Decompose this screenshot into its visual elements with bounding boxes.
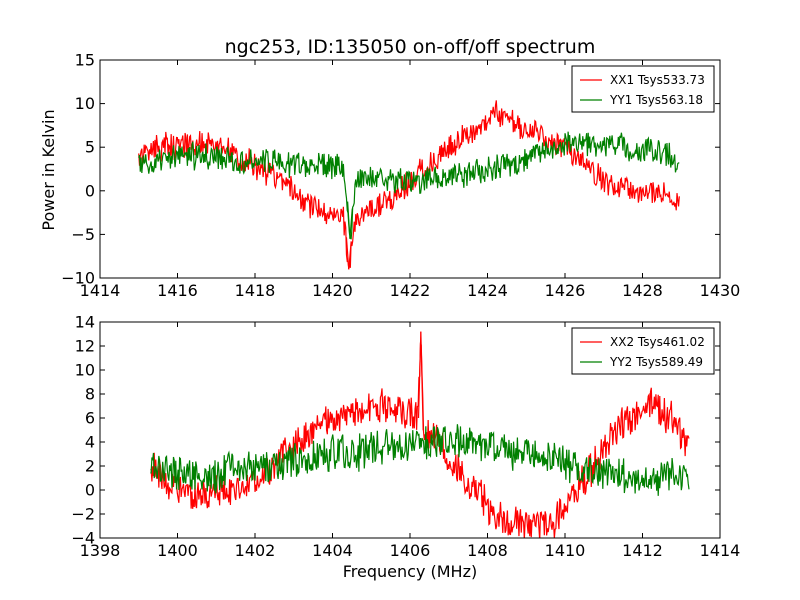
bottom-y-tick-label-2: 0 xyxy=(85,481,95,500)
bottom-y-tick-label-1: −2 xyxy=(71,505,95,524)
bottom-x-tick-label-2: 1402 xyxy=(235,541,276,560)
top-x-tick-label-1: 1416 xyxy=(157,281,198,300)
top-series-1-spike-1 xyxy=(345,237,350,270)
top-x-tick-label-0: 1414 xyxy=(80,281,121,300)
top-x-tick-label-4: 1422 xyxy=(390,281,431,300)
top-series-2-spike-down-1 xyxy=(349,208,353,239)
top-chart-plot-area: 1414 1416 1418 1420 1422 1424 1426 1428 1430 −10 −… xyxy=(61,51,740,301)
bottom-y-tick-label-4: 4 xyxy=(85,433,95,452)
bottom-x-tick-label-1: 1400 xyxy=(157,541,198,560)
top-y-tick-label-5: 15 xyxy=(75,51,95,70)
bottom-y-tick-label-0: −4 xyxy=(71,529,95,548)
top-x-tick-label-8: 1430 xyxy=(700,281,741,300)
top-x-tick-label-2: 1418 xyxy=(235,281,276,300)
bottom-y-tick-label-9: 14 xyxy=(75,313,95,332)
bottom-x-tick-label-4: 1406 xyxy=(390,541,431,560)
top-series-1-spike-down-1 xyxy=(348,242,352,270)
top-legend-label-1: XX1 Tsys533.73 xyxy=(610,73,705,87)
bottom-series-1-spike-1 xyxy=(417,331,422,419)
top-chart-title: ngc253, ID:135050 on-off/off spectrum xyxy=(225,36,596,58)
top-legend-box xyxy=(571,65,715,113)
top-x-tick-label-5: 1424 xyxy=(467,281,508,300)
bottom-chart-plot-area: 1398 1400 1402 1404 1406 1408 1410 1412 1414−4−2… xyxy=(71,313,740,561)
top-x-tick-label-7: 1428 xyxy=(622,281,663,300)
bottom-x-tick-label-5: 1408 xyxy=(467,541,508,560)
bottom-x-axis-label: Frequency (MHz) xyxy=(343,562,477,581)
top-y-axis-label: Power in Kelvin xyxy=(39,109,58,230)
bottom-series-1-spike-down-1 xyxy=(420,331,424,431)
bottom-legend-label-1: XX2 Tsys461.02 xyxy=(610,335,705,349)
top-series-2-line xyxy=(138,131,680,240)
bottom-y-tick-label-3: 2 xyxy=(85,457,95,476)
bottom-x-tick-label-3: 1404 xyxy=(312,541,353,560)
bottom-legend-label-2: YY2 Tsys589.49 xyxy=(609,355,703,369)
bottom-x-tick-label-8: 1414 xyxy=(700,541,741,560)
top-legend-label-2: YY1 Tsys563.18 xyxy=(609,93,703,107)
bottom-x-tick-label-7: 1412 xyxy=(622,541,663,560)
top-y-tick-label-2: 0 xyxy=(85,181,95,200)
top-x-tick-label-6: 1426 xyxy=(545,281,586,300)
bottom-x-tick-label-6: 1410 xyxy=(545,541,586,560)
top-y-tick-label-3: 5 xyxy=(85,138,95,157)
top-y-tick-label-1: −5 xyxy=(71,225,95,244)
top-y-tick-label-4: 10 xyxy=(75,94,95,113)
bottom-y-tick-label-5: 6 xyxy=(85,409,95,428)
bottom-y-tick-label-8: 12 xyxy=(75,337,95,356)
bottom-series-2-line xyxy=(150,424,690,496)
bottom-y-tick-label-6: 8 xyxy=(85,385,95,404)
bottom-legend-box xyxy=(571,327,715,375)
top-y-tick-label-0: −10 xyxy=(61,269,95,288)
bottom-x-tick-label-0: 1398 xyxy=(80,541,121,560)
top-x-tick-label-3: 1420 xyxy=(312,281,353,300)
bottom-y-tick-label-7: 10 xyxy=(75,361,95,380)
top-series-2-spike-1 xyxy=(347,201,351,239)
